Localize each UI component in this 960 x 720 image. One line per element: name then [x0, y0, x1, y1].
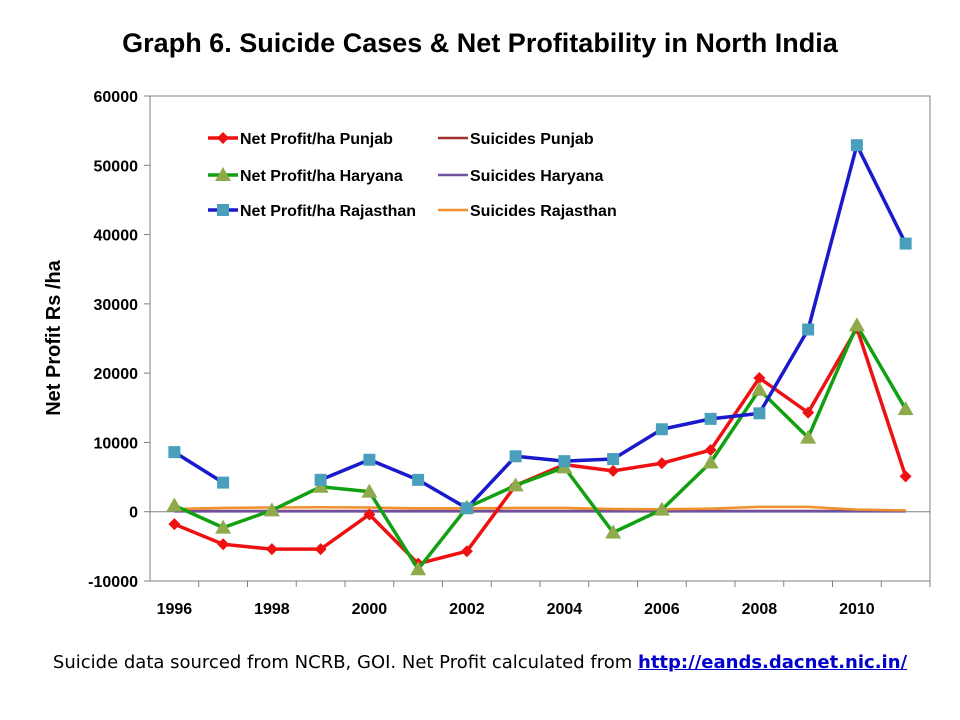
legend-label: Suicides Punjab — [470, 131, 594, 148]
legend-label: Suicides Haryana — [470, 168, 604, 185]
data-point — [802, 323, 815, 336]
data-point — [800, 429, 817, 444]
data-point — [655, 423, 668, 436]
x-tick-label: 2006 — [644, 601, 680, 618]
series-suicides-rajasthan — [174, 505, 906, 512]
data-point — [704, 412, 717, 425]
series-layer — [166, 139, 914, 576]
series-line — [173, 323, 908, 571]
data-point — [899, 470, 912, 483]
chart-title: Graph 6. Suicide Cases & Net Profitabili… — [122, 28, 838, 58]
series-net-profit-ha-rajasthan — [168, 139, 912, 515]
data-point — [509, 450, 522, 463]
series-net-profit-ha-punjab — [168, 322, 912, 570]
data-point — [899, 237, 912, 250]
data-point — [412, 473, 425, 486]
legend-label: Net Profit/ha Haryana — [240, 168, 403, 185]
data-point — [410, 561, 427, 576]
source-link[interactable]: http://eands.dacnet.nic.in/ — [638, 652, 908, 673]
data-point — [314, 473, 327, 486]
series-line — [173, 450, 225, 485]
x-tick-label: 1998 — [254, 601, 290, 618]
x-tick-label: 2010 — [839, 601, 875, 618]
data-point — [460, 545, 473, 558]
data-point — [753, 371, 766, 384]
series-line — [173, 326, 908, 566]
data-point — [265, 543, 278, 556]
data-point — [168, 446, 181, 459]
legend-label: Net Profit/ha Punjab — [240, 131, 393, 148]
series-line — [174, 505, 906, 512]
data-point — [850, 139, 863, 152]
data-point — [460, 502, 473, 515]
footer-note: Suicide data sourced from NCRB, GOI. Net… — [0, 652, 960, 673]
y-tick-label: 50000 — [94, 158, 139, 175]
data-point — [753, 407, 766, 420]
data-point — [507, 477, 524, 492]
data-point — [848, 317, 865, 332]
data-point — [655, 457, 668, 470]
data-point — [363, 508, 376, 521]
data-point — [168, 518, 181, 531]
data-point — [897, 401, 914, 416]
data-point — [217, 538, 230, 551]
data-point — [217, 476, 230, 489]
data-point — [704, 444, 717, 457]
data-point — [702, 454, 719, 469]
legend-marker — [215, 167, 231, 181]
legend-marker — [217, 204, 229, 216]
data-point — [361, 483, 378, 498]
x-tick-label: 2000 — [352, 601, 388, 618]
data-point — [653, 501, 670, 516]
data-point — [607, 453, 620, 466]
y-tick-label: 20000 — [94, 366, 139, 383]
y-axis: 60000 50000 40000 30000 20000 10000 0 -10000 — [88, 89, 150, 591]
data-point — [166, 497, 183, 512]
footer-text: Suicide data sourced from NCRB, GOI. Net… — [52, 652, 639, 673]
y-tick-label: -10000 — [88, 574, 138, 591]
x-tick-label: 2008 — [742, 601, 778, 618]
data-point — [215, 519, 232, 534]
y-tick-label: 30000 — [94, 297, 139, 314]
data-point — [363, 453, 376, 466]
legend-marker — [217, 132, 229, 144]
data-point — [263, 502, 280, 517]
x-axis: 1996 1998 2000 2002 2004 2006 2008 2010 — [157, 581, 931, 618]
data-point — [314, 543, 327, 556]
data-point — [751, 381, 768, 396]
legend-label: Net Profit/ha Rajasthan — [240, 203, 416, 220]
y-tick-label: 10000 — [94, 435, 139, 452]
y-tick-label: 40000 — [94, 228, 139, 245]
x-tick-label: 2002 — [449, 601, 485, 618]
y-tick-label: 60000 — [94, 89, 139, 106]
x-tick-label: 1996 — [157, 601, 193, 618]
data-point — [802, 406, 815, 419]
x-tick-label: 2004 — [547, 601, 583, 618]
legend-label: Suicides Rajasthan — [470, 203, 617, 220]
data-point — [607, 464, 620, 477]
y-axis-label: Net Profit Rs /ha — [43, 259, 65, 415]
legend: Net Profit/ha Punjab Net Profit/ha Haryan… — [208, 131, 617, 220]
data-point — [605, 524, 622, 539]
data-point — [558, 455, 571, 468]
series-net-profit-ha-haryana — [166, 317, 914, 576]
y-tick-label: 0 — [129, 505, 138, 522]
